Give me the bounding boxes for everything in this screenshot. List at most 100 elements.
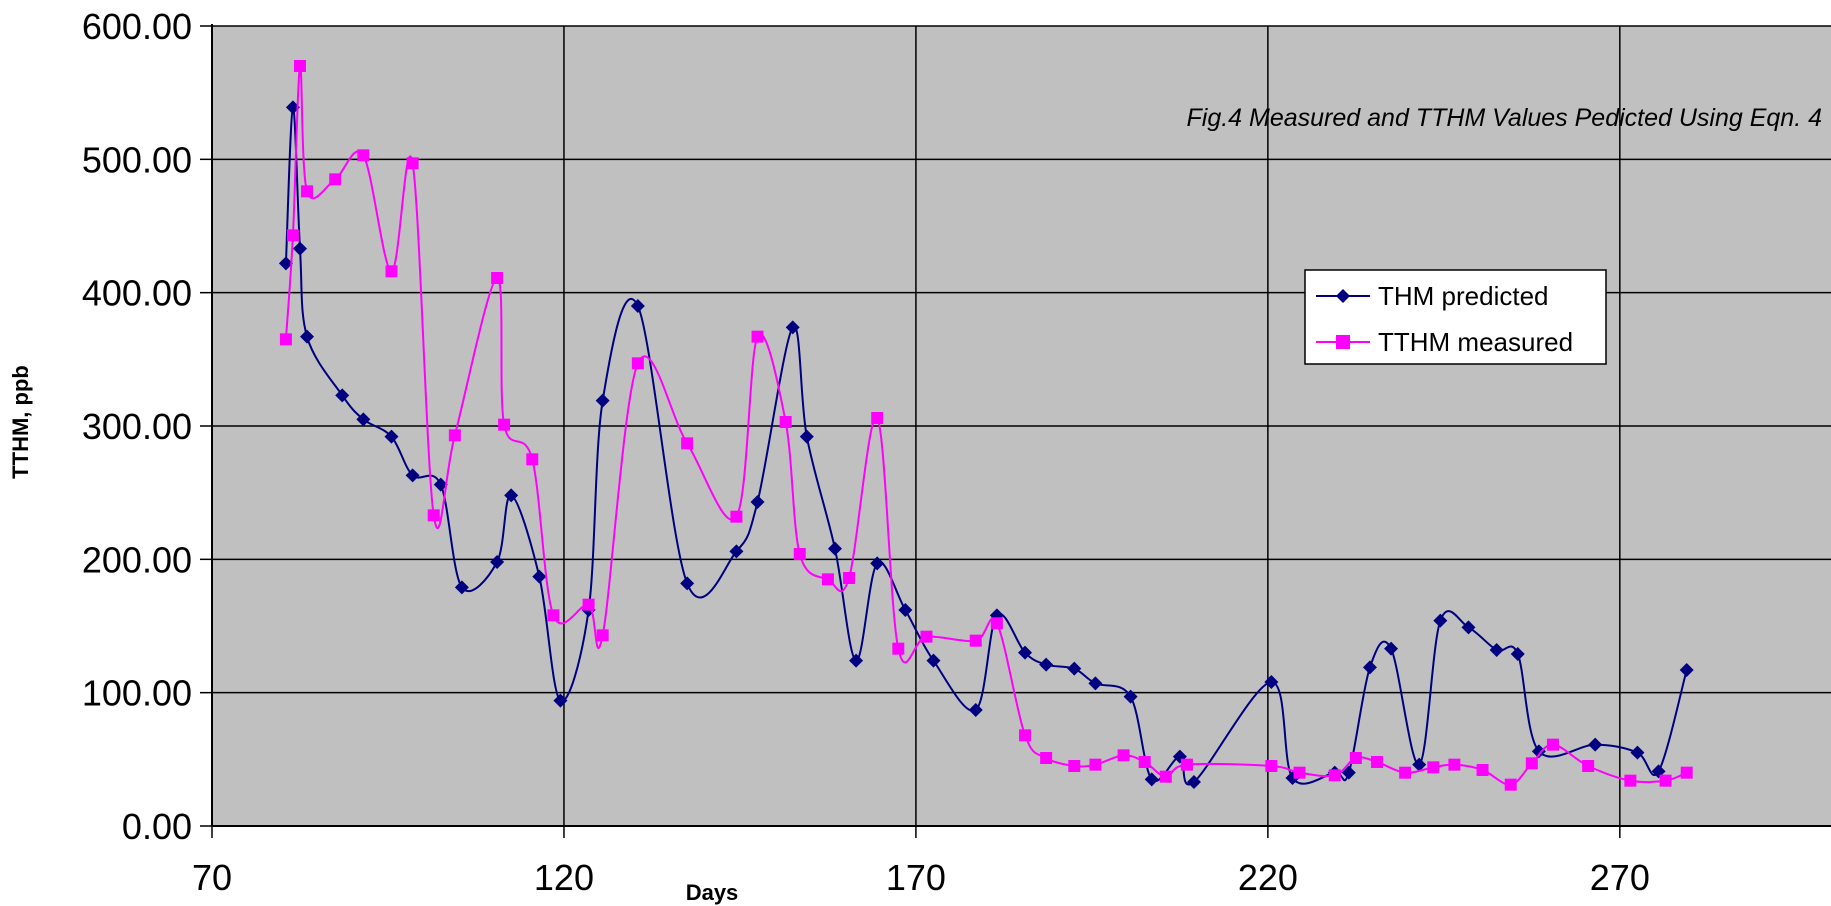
data-point: [1040, 752, 1053, 764]
data-point: [1399, 766, 1412, 779]
y-axis-label: TTHM, ppb: [8, 365, 33, 479]
data-point: [1117, 749, 1130, 762]
data-point: [553, 693, 568, 708]
data-point: [293, 60, 306, 72]
data-point: [1067, 661, 1082, 676]
data-point: [631, 357, 644, 370]
data-point: [729, 544, 744, 559]
x-tick-label: 170: [886, 857, 946, 898]
data-point: [1159, 770, 1172, 783]
data-point: [384, 429, 399, 444]
data-point: [1588, 737, 1603, 752]
data-point: [630, 299, 645, 313]
data-point: [1412, 757, 1427, 772]
data-point: [1123, 689, 1138, 704]
data-point: [491, 272, 504, 284]
legend-marker-thm-predicted: [1336, 289, 1350, 303]
legend-marker-tthm-measured: [1336, 335, 1350, 349]
data-point: [785, 320, 800, 335]
data-point: [1476, 764, 1489, 776]
data-point: [532, 569, 547, 584]
data-point: [849, 653, 864, 668]
data-point: [278, 256, 293, 271]
data-point: [1370, 756, 1383, 768]
data-point: [1088, 676, 1103, 691]
data-point: [547, 609, 560, 622]
data-point: [1018, 645, 1033, 660]
data-point: [1679, 663, 1694, 677]
data-point: [1384, 641, 1399, 656]
data-point: [595, 393, 610, 408]
data-point: [1659, 774, 1672, 787]
legend-label-tthm-measured: TTHM measured: [1378, 327, 1573, 357]
data-point: [926, 653, 941, 668]
data-point: [1362, 660, 1377, 675]
data-point: [406, 157, 419, 170]
data-point: [405, 468, 420, 483]
legend-box: [1304, 269, 1607, 365]
data-point: [1068, 760, 1081, 772]
data-point: [1546, 738, 1559, 751]
data-point: [526, 453, 539, 466]
series: [278, 60, 1694, 791]
data-point: [827, 541, 842, 556]
data-point: [498, 418, 511, 431]
data-point: [1461, 620, 1476, 635]
data-point: [1489, 643, 1504, 657]
data-point: [1349, 752, 1362, 764]
data-point: [1624, 774, 1637, 787]
figure-annotation: Fig.4 Measured and TTHM Values Pedicted …: [1187, 104, 1823, 132]
series-thm-predicted: [278, 100, 1694, 789]
y-tick-labels: 0.00 100.00 200.00 300.00 400.00 500.00 600.00: [82, 6, 192, 847]
data-point: [680, 576, 695, 591]
x-tick-label: 270: [1590, 857, 1650, 898]
data-point: [1328, 769, 1341, 782]
data-point: [448, 429, 461, 442]
data-point: [779, 416, 792, 428]
data-point: [1531, 744, 1546, 759]
data-point: [1510, 647, 1525, 661]
data-point: [898, 603, 913, 617]
y-tick-label: 600.00: [82, 6, 192, 47]
data-point: [1525, 757, 1538, 770]
data-point: [1144, 772, 1159, 787]
series-tthm-measured: [279, 60, 1693, 791]
x-tick-label: 70: [192, 857, 232, 898]
legend: THM predicted TTHM measured: [1304, 269, 1607, 365]
data-point: [799, 429, 814, 444]
data-point: [433, 477, 448, 492]
data-point: [750, 495, 765, 509]
data-point: [301, 185, 314, 198]
y-tick-label: 500.00: [82, 139, 192, 180]
data-point: [892, 642, 905, 655]
y-tick-label: 400.00: [82, 273, 192, 314]
data-point: [582, 598, 595, 611]
data-point: [1293, 766, 1306, 779]
data-point: [1019, 729, 1032, 742]
data-point: [1180, 758, 1193, 771]
data-point: [920, 630, 933, 643]
legend-label-thm-predicted: THM predicted: [1378, 281, 1549, 311]
y-tick-label: 0.00: [122, 806, 192, 847]
x-axis-label: Days: [686, 880, 739, 905]
data-point: [751, 330, 764, 343]
data-point: [1680, 766, 1693, 779]
data-point: [454, 580, 469, 595]
data-point: [286, 229, 299, 242]
data-point: [843, 572, 856, 584]
x-tick-label: 220: [1238, 857, 1298, 898]
data-point: [1448, 758, 1461, 771]
data-point: [357, 149, 370, 162]
gridlines: [212, 25, 1831, 826]
x-tick-labels: 70 120 170 220 270: [192, 857, 1650, 898]
data-point: [681, 437, 694, 450]
data-point: [1089, 758, 1102, 771]
data-point: [427, 509, 440, 522]
y-tick-label: 200.00: [82, 539, 192, 580]
axes: [200, 24, 1831, 838]
data-point: [335, 388, 350, 403]
data-point: [990, 617, 1003, 630]
data-point: [870, 556, 885, 571]
data-point: [1504, 778, 1517, 791]
